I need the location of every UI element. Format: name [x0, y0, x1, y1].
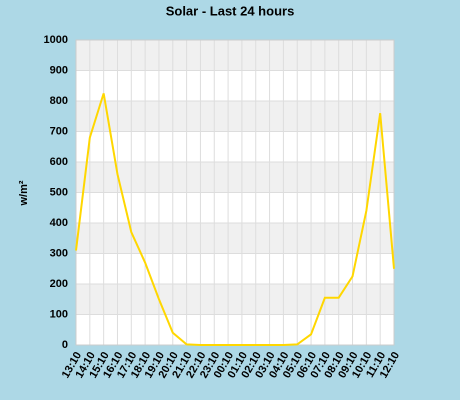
y-axis-label: w/m²: [18, 180, 30, 206]
y-tick-label: 300: [50, 247, 68, 259]
y-tick-label: 900: [50, 64, 68, 76]
chart-title: Solar - Last 24 hours: [166, 3, 295, 18]
grid-band: [76, 284, 394, 315]
grid-band: [76, 223, 394, 254]
y-tick-label: 1000: [44, 34, 68, 46]
grid-band: [76, 40, 394, 71]
y-tick-label: 800: [50, 95, 68, 107]
y-tick-label: 700: [50, 125, 68, 137]
y-tick-label: 100: [50, 308, 68, 320]
y-tick-label: 600: [50, 156, 68, 168]
y-tick-label: 500: [50, 186, 68, 198]
grid-band: [76, 162, 394, 193]
line-series: [75, 93, 395, 346]
y-tick-label: 0: [62, 339, 68, 351]
y-tick-label: 200: [50, 278, 68, 290]
grid-band: [76, 101, 394, 132]
y-tick-label: 400: [50, 217, 68, 229]
